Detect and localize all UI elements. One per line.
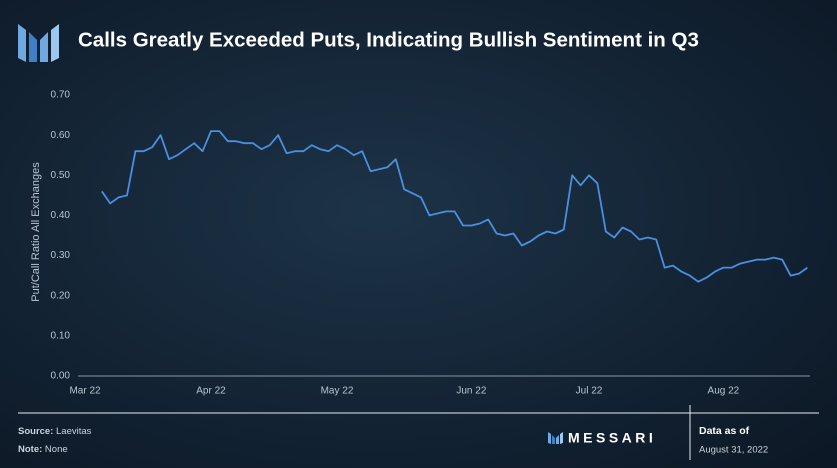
y-tick-label: 0.20 xyxy=(51,290,71,301)
brand-logo xyxy=(548,432,563,444)
date-label: Data as of xyxy=(699,425,750,437)
date: August 31, 2022 xyxy=(699,445,768,456)
note-value: None xyxy=(45,444,68,455)
x-tick-label: Aug 22 xyxy=(708,386,740,397)
note-label: Note: xyxy=(18,444,42,455)
y-tick-label: 0.50 xyxy=(51,170,71,181)
chart-title: Calls Greatly Exceeded Puts, Indicating … xyxy=(78,28,699,51)
x-tick-label: Jun 22 xyxy=(456,386,486,397)
y-tick-label: 0.10 xyxy=(51,330,71,341)
data-line xyxy=(101,130,808,283)
y-tick-label: 0.30 xyxy=(51,250,71,261)
y-tick-label: 0.00 xyxy=(51,371,71,382)
y-tick-label: 0.40 xyxy=(51,210,71,221)
x-tick-label: May 22 xyxy=(321,386,354,397)
x-tick-label: Mar 22 xyxy=(69,386,101,397)
note: Note: None xyxy=(18,444,68,455)
x-tick-label: Apr 22 xyxy=(196,386,226,397)
source: Source: Laevitas xyxy=(18,426,92,437)
y-tick-label: 0.60 xyxy=(51,130,71,141)
x-tick-label: Jul 22 xyxy=(576,386,603,397)
logo xyxy=(18,24,59,62)
y-tick-label: 0.70 xyxy=(51,90,71,101)
source-value: Laevitas xyxy=(56,426,92,437)
brand: MESSARI xyxy=(568,430,656,446)
source-label: Source: xyxy=(18,426,53,437)
y-axis-label: Put/Call Ratio All Exchanges xyxy=(30,162,42,302)
